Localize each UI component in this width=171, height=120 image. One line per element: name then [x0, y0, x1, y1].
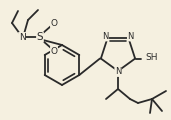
Text: SH: SH	[145, 53, 158, 62]
Text: N: N	[19, 33, 25, 42]
Text: O: O	[50, 18, 57, 27]
Text: O: O	[50, 46, 57, 55]
Text: N: N	[115, 67, 121, 77]
Text: S: S	[37, 32, 43, 42]
Text: N: N	[102, 32, 109, 41]
Text: N: N	[127, 32, 134, 41]
